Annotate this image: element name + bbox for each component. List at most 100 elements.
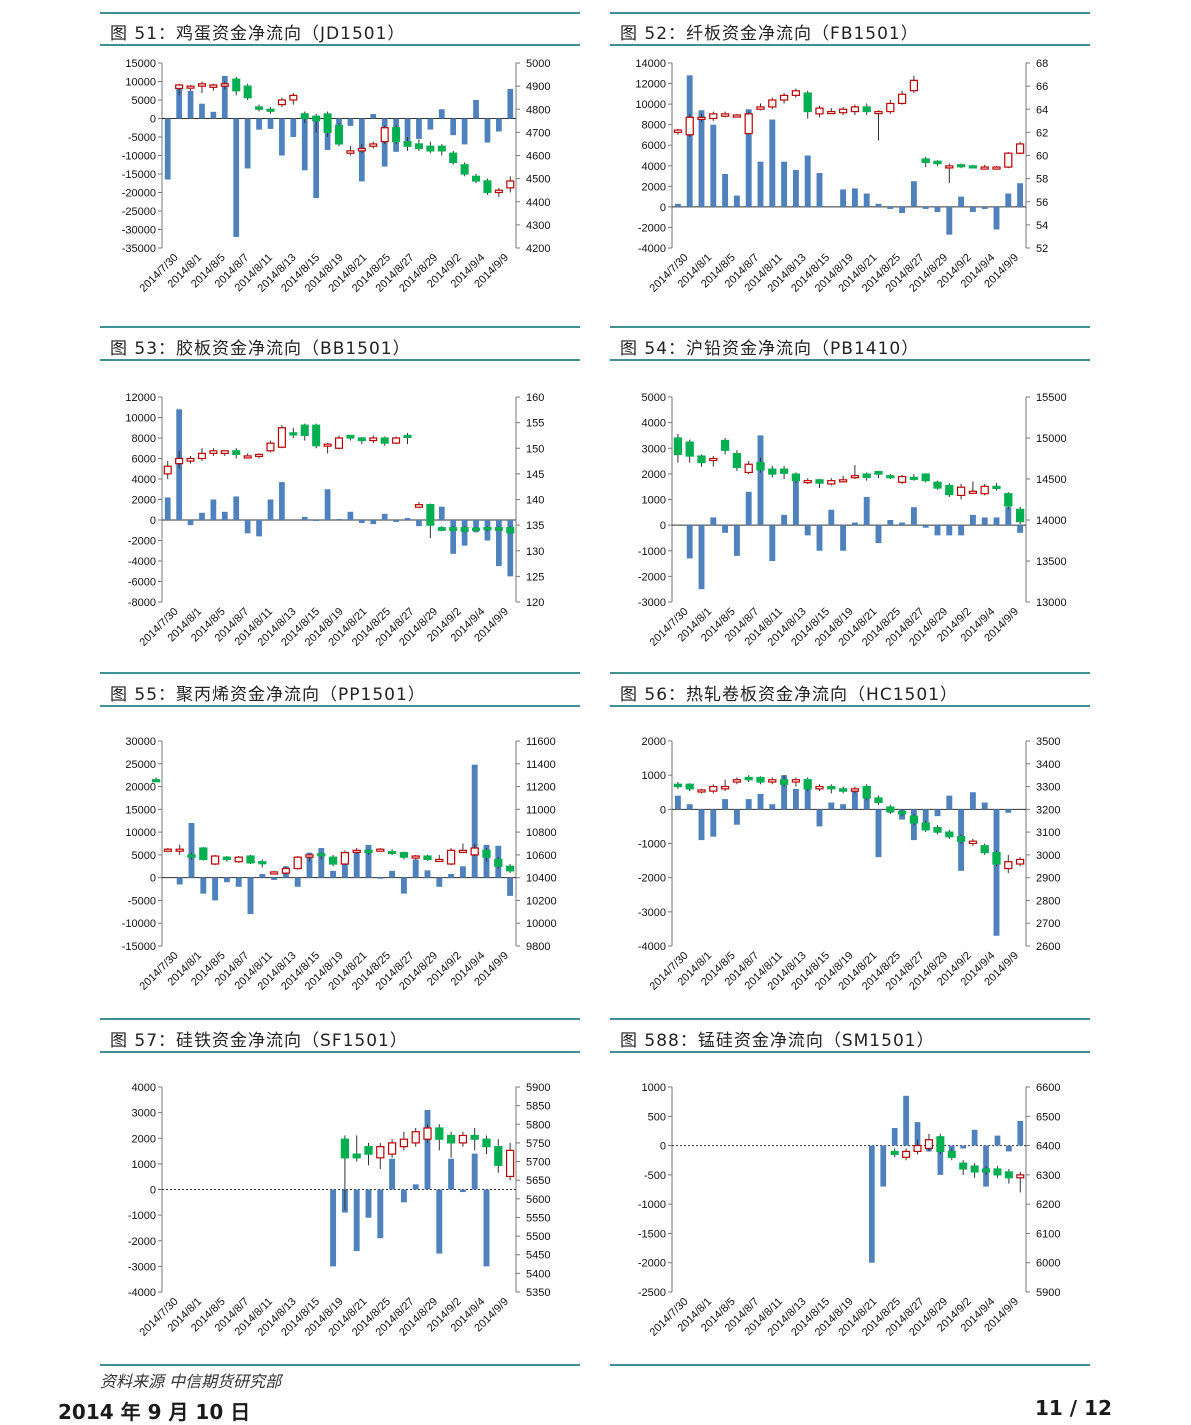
flow-bar (899, 206, 906, 214)
candle-body (446, 849, 456, 865)
candle-body (897, 93, 907, 105)
left-tick-label: -2000 (638, 873, 666, 885)
candle-body (720, 439, 730, 451)
candle-body (886, 806, 895, 813)
left-tick-label: -2500 (638, 1287, 666, 1299)
candle-body (312, 115, 321, 122)
left-tick-label: 30000 (125, 736, 156, 748)
left-tick-label: 20000 (125, 782, 156, 794)
candle-body (909, 79, 919, 92)
candle-body (862, 785, 871, 799)
flow-bar (1017, 525, 1024, 533)
flow-bar (828, 802, 835, 810)
flow-bar (981, 517, 988, 526)
candle-body (732, 114, 742, 118)
right-tick-label: 11600 (526, 736, 556, 748)
candle-body (392, 437, 401, 444)
right-tick-label: 5850 (526, 1101, 550, 1113)
right-tick-label: 5650 (526, 1175, 550, 1187)
candle-body (352, 849, 361, 853)
right-tick-label: 125 (526, 571, 544, 583)
candle-body (732, 452, 742, 469)
flow-bar (199, 512, 205, 520)
chart-panel-52: 图 52：纤板资金净流向（FB1501） 14000 12000 10000 8000… (610, 10, 1090, 325)
flow-bar (851, 788, 858, 810)
candle-body (968, 165, 978, 169)
candle-body (791, 473, 801, 482)
candle-body (1015, 143, 1025, 154)
left-tick-label: -4000 (638, 941, 666, 953)
candle-body (494, 858, 503, 867)
candle-body (993, 1168, 1002, 1176)
flow-bar (365, 1189, 372, 1218)
right-tick-label: 3500 (1036, 736, 1060, 748)
right-tick-label: 5400 (526, 1268, 550, 1280)
flow-bar (448, 1158, 455, 1190)
right-tick-label: 5600 (526, 1194, 550, 1206)
page-number: 11 / 12 (1035, 1396, 1112, 1420)
candle-body (449, 152, 458, 164)
candle-body (387, 850, 397, 855)
title-rule-top (610, 12, 1090, 14)
candle-body (426, 145, 435, 152)
chart-panel-57: 图 57：硅铁资金净流向（SF1501） 4000 3000 2000 1000 0 -1… (100, 1018, 580, 1358)
title-rule-bottom (610, 44, 1090, 46)
left-tick-label: -3000 (128, 1261, 156, 1273)
flow-bar (880, 1145, 887, 1187)
flow-bar (353, 850, 360, 878)
candle-body (992, 166, 1001, 170)
candle-body (352, 1153, 361, 1159)
title-rule-top (100, 672, 580, 674)
flow-bar (450, 520, 457, 554)
flow-bar (958, 525, 965, 536)
chart-svg: 12000 10000 8000 6000 4000 2000 0 -2000 -4000 -60… (125, 392, 544, 649)
candle-body (437, 145, 446, 152)
candle-body (956, 836, 966, 842)
chart-svg: 15000 10000 5000 0 -5000 -10000 -15000 -20000 -2… (122, 58, 551, 295)
candle-body (460, 164, 469, 175)
left-tick-label: 0 (660, 520, 666, 532)
flow-bar (710, 124, 717, 207)
left-tick-label: 2000 (642, 469, 666, 481)
left-tick-label: -4000 (128, 556, 156, 568)
flow-bar (301, 118, 308, 171)
candle-body (255, 106, 264, 110)
flow-bar (804, 155, 811, 207)
flow-bar (318, 848, 325, 878)
candle-body (300, 113, 309, 120)
left-tick-label: 15000 (125, 58, 156, 70)
flow-bar (993, 517, 1000, 526)
flow-bar (840, 525, 847, 551)
left-tick-label: -35000 (122, 243, 156, 255)
candle-body (334, 124, 344, 145)
candle-body (300, 424, 309, 437)
candle-body (933, 160, 942, 165)
left-tick-label: 0 (660, 1141, 666, 1153)
flow-bar (313, 118, 320, 199)
candle-body (209, 84, 218, 88)
flow-bar (875, 809, 882, 858)
chart-panel-54: 图 54：沪铅资金净流向（PB1410） 5000 4000 3000 2000 100… (610, 326, 1090, 661)
candle-body (234, 856, 243, 863)
flow-bar (733, 809, 740, 825)
candle-body (827, 480, 836, 485)
flow-bar (781, 161, 788, 207)
left-tick-label: -1000 (638, 546, 666, 558)
chart-title: 图 57：硅铁资金净流向（SF1501） (110, 1031, 408, 1051)
candle-body (289, 432, 298, 436)
chart-svg: 2000 1000 0 -1000 -2000 -3000 -4000 3500 3400 330… (638, 736, 1061, 993)
candle-body (175, 848, 184, 852)
flow-bar (887, 206, 894, 209)
candle-body (886, 475, 895, 479)
title-rule-bottom (100, 359, 580, 361)
candle-body (186, 457, 195, 462)
flow-bar (176, 87, 182, 119)
left-tick-label: -5000 (128, 895, 156, 907)
candle-body (258, 861, 267, 865)
chart-panel-51: 图 51：鸡蛋资金净流向（JD1501） 15000 10000 5000 0 -500… (100, 10, 580, 325)
candle-body (779, 779, 789, 785)
candle-body (426, 504, 435, 526)
flow-bar (851, 188, 858, 207)
candle-body (838, 479, 848, 483)
flow-bar (496, 118, 502, 132)
